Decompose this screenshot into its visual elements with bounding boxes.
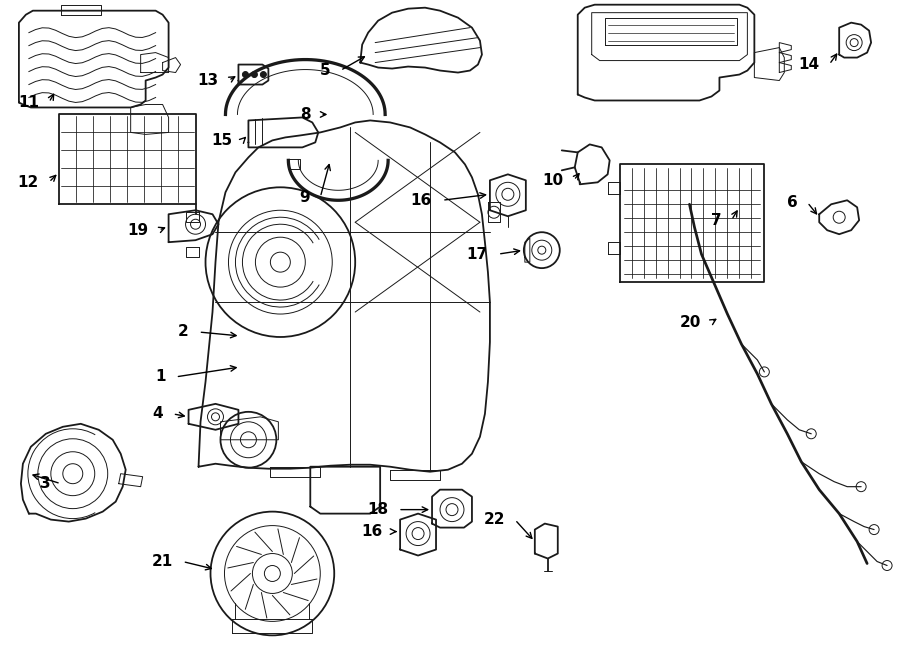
Circle shape [242, 71, 248, 77]
Circle shape [251, 71, 257, 77]
Text: 9: 9 [300, 190, 310, 205]
Text: 3: 3 [40, 476, 50, 491]
Text: 5: 5 [320, 63, 330, 78]
Circle shape [869, 524, 879, 535]
Text: 6: 6 [787, 195, 797, 210]
Circle shape [260, 71, 266, 77]
Text: 10: 10 [543, 173, 563, 188]
Text: 2: 2 [178, 324, 188, 340]
Text: 1: 1 [155, 369, 166, 385]
Text: 16: 16 [361, 524, 382, 539]
Text: 15: 15 [212, 133, 232, 148]
Text: 18: 18 [367, 502, 388, 517]
Text: 14: 14 [798, 57, 819, 72]
Text: 19: 19 [128, 222, 148, 238]
Text: 20: 20 [680, 314, 701, 330]
Circle shape [882, 561, 892, 571]
Text: 22: 22 [483, 512, 505, 527]
Circle shape [760, 367, 770, 377]
Text: 11: 11 [18, 95, 39, 110]
Circle shape [856, 482, 866, 492]
Text: 16: 16 [410, 193, 432, 208]
Text: 7: 7 [711, 213, 722, 228]
Text: 13: 13 [197, 73, 219, 88]
Text: 12: 12 [18, 175, 39, 190]
Text: 21: 21 [151, 554, 173, 569]
Circle shape [806, 429, 816, 439]
Text: 4: 4 [152, 406, 163, 421]
Text: 17: 17 [467, 247, 488, 261]
Text: 8: 8 [300, 107, 310, 122]
